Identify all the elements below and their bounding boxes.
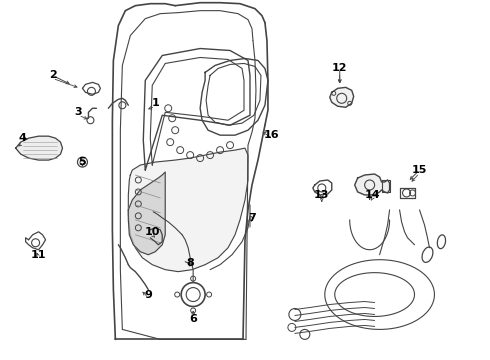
Polygon shape bbox=[128, 148, 248, 272]
Text: 4: 4 bbox=[19, 133, 26, 143]
Text: 13: 13 bbox=[314, 190, 329, 200]
Polygon shape bbox=[128, 172, 165, 255]
Text: 9: 9 bbox=[145, 289, 152, 300]
Polygon shape bbox=[355, 174, 390, 195]
Text: 5: 5 bbox=[79, 157, 86, 167]
Text: 11: 11 bbox=[31, 250, 47, 260]
Polygon shape bbox=[16, 136, 63, 160]
Text: 8: 8 bbox=[186, 258, 194, 268]
Text: 12: 12 bbox=[332, 63, 347, 73]
Text: 14: 14 bbox=[365, 190, 380, 200]
Text: 3: 3 bbox=[74, 107, 82, 117]
Polygon shape bbox=[330, 87, 354, 107]
Text: 16: 16 bbox=[264, 130, 280, 140]
Text: 7: 7 bbox=[248, 213, 256, 223]
Text: 2: 2 bbox=[49, 71, 56, 80]
Text: 1: 1 bbox=[151, 98, 159, 108]
Text: 6: 6 bbox=[189, 314, 197, 324]
Text: 15: 15 bbox=[412, 165, 427, 175]
Text: 10: 10 bbox=[145, 227, 160, 237]
